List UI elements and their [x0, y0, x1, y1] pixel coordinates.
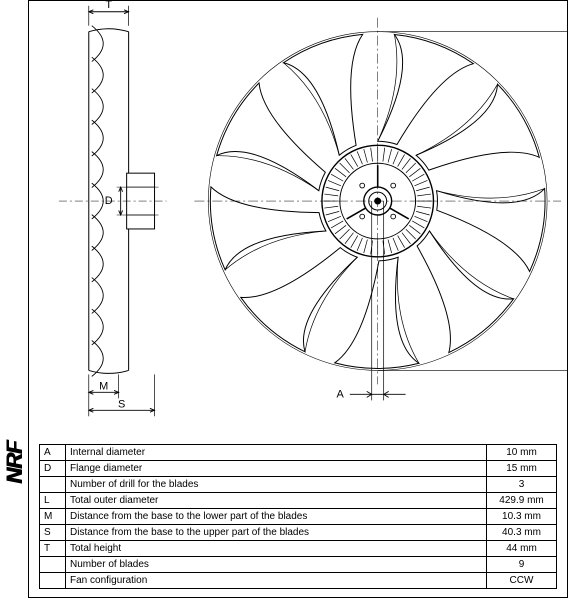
svg-text:D: D: [105, 195, 113, 207]
spec-key: [40, 477, 66, 493]
spec-desc: Distance from the base to the lower part…: [66, 509, 487, 525]
spec-value: 10.3 mm: [487, 509, 557, 525]
spec-desc: Internal diameter: [66, 445, 487, 461]
svg-text:A: A: [337, 388, 345, 400]
table-row: SDistance from the base to the upper par…: [40, 525, 557, 541]
spec-key: L: [40, 493, 66, 509]
spec-key: M: [40, 509, 66, 525]
spec-desc: Total height: [66, 541, 487, 557]
spec-key: [40, 557, 66, 573]
spec-desc: Number of drill for the blades: [66, 477, 487, 493]
svg-text:T: T: [105, 1, 112, 11]
svg-text:S: S: [118, 398, 125, 410]
svg-text:M: M: [99, 380, 108, 392]
spec-value: 9: [487, 557, 557, 573]
spec-value: 44 mm: [487, 541, 557, 557]
table-row: Number of drill for the blades3: [40, 477, 557, 493]
spec-table: AInternal diameter10 mmDFlange diameter1…: [39, 444, 557, 589]
table-row: DFlange diameter15 mm: [40, 461, 557, 477]
spec-desc: Fan configuration: [66, 573, 487, 589]
spec-value: 3: [487, 477, 557, 493]
table-row: Number of blades9: [40, 557, 557, 573]
spec-desc: Distance from the base to the upper part…: [66, 525, 487, 541]
spec-value: 40.3 mm: [487, 525, 557, 541]
technical-drawing: TDMSLA: [29, 1, 567, 431]
spec-value: 429.9 mm: [487, 493, 557, 509]
spec-value: 15 mm: [487, 461, 557, 477]
spec-key: S: [40, 525, 66, 541]
fan-diagram-svg: TDMSLA: [29, 1, 567, 431]
spec-value: CCW: [487, 573, 557, 589]
spec-key: T: [40, 541, 66, 557]
spec-key: [40, 573, 66, 589]
brand-logo: NRF: [2, 442, 28, 484]
brand-logo-strip: NRF: [2, 0, 28, 600]
spec-value: 10 mm: [487, 445, 557, 461]
spec-desc: Flange diameter: [66, 461, 487, 477]
spec-desc: Total outer diameter: [66, 493, 487, 509]
spec-key: A: [40, 445, 66, 461]
table-row: MDistance from the base to the lower par…: [40, 509, 557, 525]
spec-key: D: [40, 461, 66, 477]
table-row: AInternal diameter10 mm: [40, 445, 557, 461]
table-row: TTotal height44 mm: [40, 541, 557, 557]
table-row: LTotal outer diameter429.9 mm: [40, 493, 557, 509]
drawing-sheet: TDMSLA AInternal diameter10 mmDFlange di…: [28, 0, 568, 598]
spec-desc: Number of blades: [66, 557, 487, 573]
table-row: Fan configurationCCW: [40, 573, 557, 589]
